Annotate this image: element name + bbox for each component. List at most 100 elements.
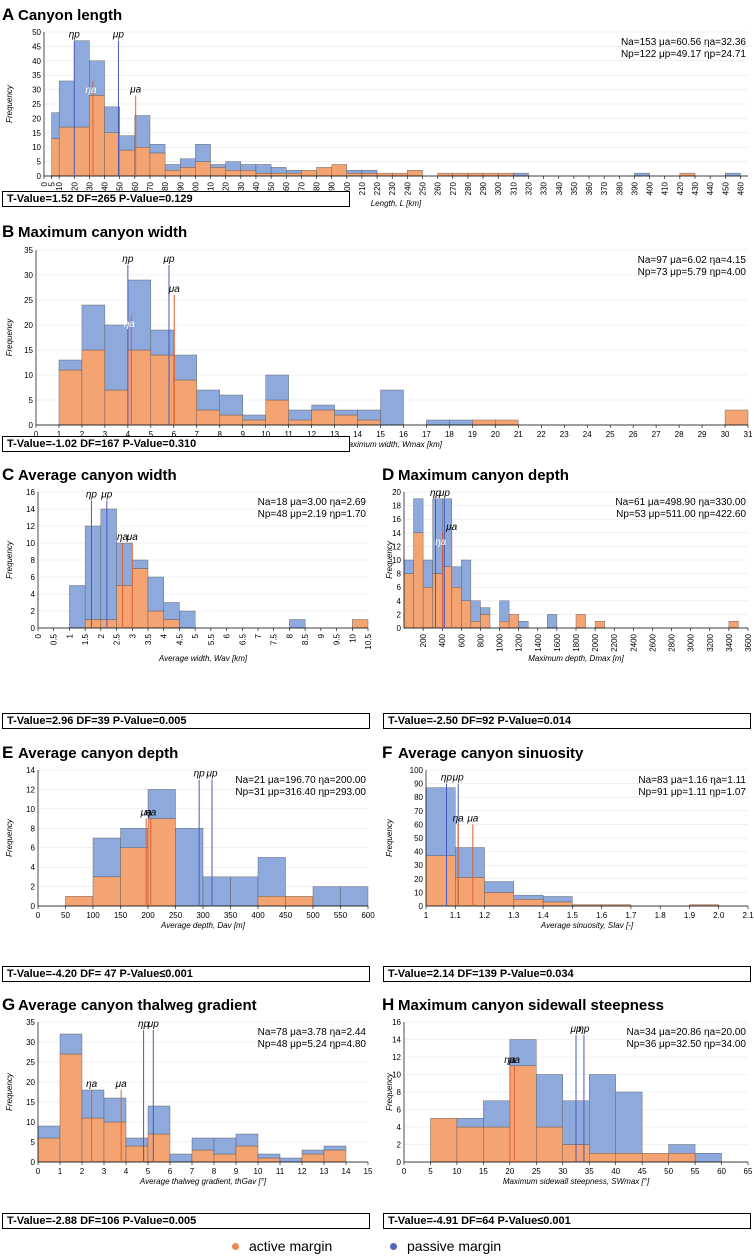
x-tick-label: 4.5 (175, 633, 184, 645)
bar-passive (484, 881, 515, 893)
bar-active (147, 818, 176, 907)
x-tick-label: 390 (630, 181, 639, 195)
x-tick-label: 27 (652, 430, 661, 439)
bar-active (255, 172, 272, 177)
panel-A: A Canyon length 0 5 10 15 20 25 30 35 40 45 50 0 5 10 20… (0, 0, 754, 210)
x-tick-label: 0 (34, 430, 39, 439)
stats-line: Np=53 μp=511.00 ηp=422.60 (616, 509, 746, 520)
bar-active (497, 172, 514, 177)
y-tick-label: 50 (414, 834, 423, 843)
bar-active (65, 896, 94, 907)
bar-active (442, 566, 452, 629)
bar-passive (413, 498, 424, 533)
y-tick-label: 35 (26, 1018, 35, 1027)
bar-passive (451, 566, 462, 588)
x-tick-label: 6.5 (238, 633, 247, 645)
x-tick-label: 240 (403, 181, 412, 195)
bar-passive (179, 610, 196, 629)
bar-active (413, 532, 424, 629)
bar-passive (470, 600, 481, 622)
bar-passive (104, 106, 120, 133)
x-tick-label: 14 (353, 430, 362, 439)
bar-passive (340, 886, 369, 907)
x-tick-label: 13 (320, 1167, 329, 1176)
y-tick-label: 10 (26, 539, 35, 548)
x-tick-label: 380 (615, 181, 624, 195)
x-tick-label: 110 (207, 181, 216, 194)
panel-letter: F (382, 743, 392, 762)
x-tick-label: 40 (101, 181, 110, 190)
y-tick-label: 4 (31, 590, 36, 599)
x-tick-label: 1 (424, 911, 429, 920)
bar-active (285, 896, 314, 907)
bar-active (724, 409, 749, 426)
chart-title: Canyon length (18, 7, 122, 24)
x-tick-label: 300 (494, 181, 503, 195)
bar-active (104, 132, 120, 177)
bar-passive (323, 1145, 347, 1151)
bar-active (437, 172, 453, 177)
bar-active (286, 172, 302, 177)
x-tick-label: 600 (361, 911, 375, 920)
x-tick-label: 29 (698, 430, 707, 439)
bar-active (668, 1153, 696, 1163)
y-tick-label: 20 (24, 321, 33, 330)
bar-active (219, 414, 243, 426)
y-tick-label: 4 (31, 863, 36, 872)
stats-box-C: T-Value=2.96 DF=39 P-Value=0.005 (2, 713, 370, 729)
y-tick-label: 50 (32, 28, 41, 37)
bar-passive (334, 409, 358, 416)
vline-label: μp (438, 488, 450, 499)
vline-label: μa (168, 284, 180, 295)
y-tick-label: 20 (414, 875, 423, 884)
bar-passive (202, 876, 231, 907)
x-tick-label: 30 (85, 181, 94, 190)
vline-label: μa (508, 1055, 520, 1066)
panel-letter: G (2, 995, 15, 1014)
x-tick-label: 600 (457, 633, 466, 647)
y-tick-label: 15 (24, 346, 33, 355)
bar-passive (225, 161, 242, 171)
bar-passive (542, 896, 573, 903)
bar-passive (461, 559, 472, 601)
y-tick-label: 15 (32, 129, 41, 138)
bar-passive (422, 559, 433, 588)
x-tick-label: 70 (146, 181, 155, 190)
x-tick-label: 2000 (591, 633, 600, 651)
bar-active (403, 573, 414, 629)
vline-label: ηp (86, 490, 98, 501)
bar-passive (301, 1149, 325, 1155)
y-tick-label: 0 (419, 902, 424, 911)
x-tick-label: 40 (611, 1167, 620, 1176)
bar-passive (513, 894, 544, 900)
x-axis-label: Average width, Wav [km] (158, 654, 248, 663)
vline-label: μa (466, 813, 478, 824)
x-tick-label: 12 (307, 430, 316, 439)
vline-label: μp (162, 254, 174, 265)
bar-active (150, 354, 175, 426)
x-tick-label: 2.0 (713, 911, 725, 920)
y-tick-label: 70 (414, 807, 423, 816)
stats-box-G: T-Value=-2.88 DF=106 P-Value=0.005 (2, 1213, 370, 1229)
bar-active (132, 568, 149, 629)
bar-passive (357, 409, 381, 421)
x-tick-label: 290 (479, 181, 488, 195)
bar-active (51, 138, 60, 177)
bar-active (432, 573, 443, 629)
y-tick-label: 25 (26, 1058, 35, 1067)
chart-title: Maximum canyon depth (398, 467, 569, 484)
y-tick-label: 90 (414, 780, 423, 789)
bar-passive (69, 585, 86, 629)
bar-passive (51, 112, 60, 139)
bar-passive (213, 1137, 237, 1155)
x-tick-label: 10 (254, 1167, 263, 1176)
bar-passive (163, 602, 180, 620)
x-tick-label: 360 (585, 181, 594, 195)
x-tick-label: 5 (191, 633, 200, 638)
y-tick-label: 4 (397, 597, 402, 606)
y-tick-label: 6 (31, 573, 36, 582)
x-tick-label: 260 (434, 181, 443, 195)
x-tick-label: 440 (706, 181, 715, 195)
y-tick-label: 14 (392, 529, 401, 538)
vline-label: ηp (441, 773, 453, 784)
